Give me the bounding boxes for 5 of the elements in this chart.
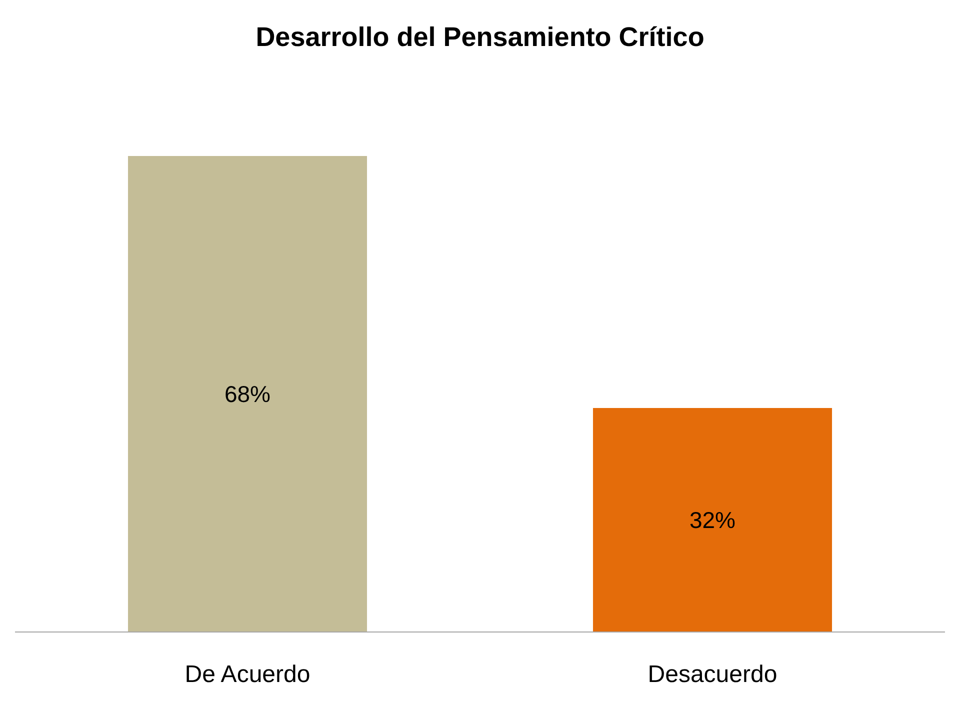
data-label: 32%	[689, 507, 736, 533]
x-tick-label: De Acuerdo	[184, 661, 310, 688]
chart-title: Desarrollo del Pensamiento Crítico	[256, 22, 704, 52]
data-label: 68%	[224, 381, 271, 407]
x-tick-label: Desacuerdo	[648, 661, 778, 688]
